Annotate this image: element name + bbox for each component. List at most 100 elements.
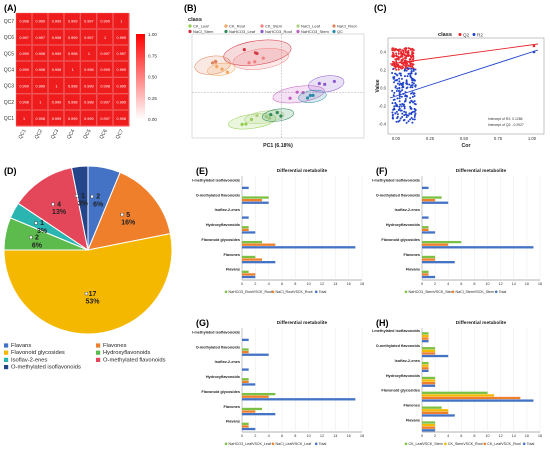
- perm-xlabel: Cor: [462, 143, 471, 149]
- bar: [242, 270, 249, 273]
- bar-chart-f: Differential metabolite 0 2 4 6 8 10 12 14 16 18 O-…: [372, 168, 542, 294]
- bar: [422, 376, 436, 380]
- heatmap-cell-value: 0.998: [100, 84, 110, 88]
- perm-ylabel: Value: [375, 79, 381, 92]
- heatmap-row-label: QC4: [4, 68, 15, 74]
- heatmap-cell: [48, 12, 65, 29]
- perm-point-q2: [400, 109, 403, 112]
- perm-point-r2: [397, 68, 400, 71]
- perm-point-r2: [402, 62, 405, 65]
- perm-point-q2: [410, 70, 413, 73]
- heatmap-cell: [64, 29, 81, 45]
- heatmap-cell-value: 0.999: [117, 101, 127, 105]
- perm-xtick-label: 0.25: [426, 136, 435, 141]
- pie-legend-label: Flavans: [11, 343, 31, 349]
- heatmap-cell: [64, 77, 81, 94]
- bar-xtick-label: 2: [254, 282, 256, 286]
- bar-xtick-label: 18: [538, 282, 542, 286]
- pie-legend-swatch: [4, 343, 9, 348]
- bar-legend-label: NaHCO3_LeafVSCK_Leaf: [229, 442, 271, 446]
- heatmap-cell: [48, 109, 65, 126]
- perm-point-r2: [392, 47, 395, 50]
- bar-legend-label: CK_StemVSCK_Root: [448, 442, 483, 446]
- heatmap-cell: [112, 109, 129, 126]
- heatmap-cell-value: 0.999: [19, 84, 29, 88]
- colorbar-tick-label: 0.25: [148, 96, 157, 101]
- perm-point-q2: [391, 114, 394, 117]
- bar-legend-marker: [314, 290, 318, 294]
- bar-legend-marker: [451, 290, 455, 294]
- bar: [422, 198, 436, 202]
- pie-legend-label: O-methylated flavonoids: [103, 357, 166, 363]
- perm-point-r2: [391, 54, 394, 57]
- heatmap-cell: [80, 93, 97, 110]
- bar-legend-label: NaHCO3_RootVSCK_Root: [229, 290, 273, 294]
- bar-xtick-label: 8: [473, 434, 475, 438]
- heatmap-cell: [80, 29, 97, 45]
- heatmap-cell-value: 0.999: [84, 84, 94, 88]
- perm-point-r2: [397, 63, 400, 66]
- bar: [422, 196, 442, 199]
- heatmap-cell-value: 0.997: [84, 20, 94, 24]
- bar-xtick-label: 14: [333, 282, 337, 286]
- bar-xtick-label: 4: [447, 282, 449, 286]
- perm-point-q2: [412, 68, 415, 71]
- perm-point-q2: [399, 74, 402, 77]
- pie-slice-pct: 6%: [32, 242, 43, 249]
- perm-point-r2: [405, 47, 408, 50]
- pca-legend-label: NaCl_Leaf: [301, 24, 321, 29]
- perm-point-r2: [404, 48, 407, 51]
- heatmap-cell-value: 0.999: [52, 117, 62, 121]
- pca-point: [305, 96, 310, 100]
- bar-xtick-label: 6: [281, 434, 283, 438]
- bar: [422, 243, 449, 246]
- bar-xtick-label: 0: [421, 434, 423, 438]
- perm-point-q2: [412, 82, 415, 85]
- perm-point-q2: [398, 86, 401, 89]
- bar-category-label: Flavonoid glycosides: [381, 238, 420, 242]
- perm-point-r2: [404, 51, 407, 54]
- pie-legend-label: Isoflav-2-enes: [11, 357, 48, 363]
- perm-point-q2: [403, 107, 406, 110]
- heatmap-cell: [48, 61, 65, 78]
- perm-point-q2: [410, 113, 413, 116]
- perm-point-r2: [410, 56, 413, 59]
- pie-slice-marker: [75, 194, 79, 198]
- perm-point-q2: [391, 102, 394, 105]
- pca-legend-label: CK_Root: [229, 24, 246, 29]
- perm-point-q2: [400, 95, 403, 98]
- bar-xtick-label: 16: [525, 434, 529, 438]
- bar: [242, 240, 262, 244]
- heatmap-cell: [96, 45, 113, 62]
- heatmap-cell-value: 0.998: [52, 36, 62, 40]
- perm-point-q2: [398, 77, 401, 80]
- pie-slice-count: 1: [81, 193, 85, 200]
- perm-point-q2: [410, 84, 413, 87]
- pie-slice-count: 2: [35, 235, 39, 242]
- bar: [242, 407, 262, 411]
- pca-point: [220, 67, 224, 71]
- heatmap-row-label: QC1: [4, 116, 15, 122]
- perm-point-q2: [403, 110, 406, 113]
- pie-slice-pct: 13%: [52, 209, 67, 216]
- bar-legend-label: NaHCO3_StemVSCK_Stem: [409, 290, 454, 294]
- heatmap-cell: [48, 93, 65, 110]
- pca-point: [311, 93, 315, 97]
- bar-chart-g: Differential metabolite 0 2 4 6 8 10 12 14 16 18 O-…: [192, 320, 364, 446]
- bar: [422, 337, 429, 340]
- perm-point-q2: [397, 120, 400, 123]
- pca-point: [244, 122, 248, 126]
- bar-xtick-label: 16: [525, 282, 529, 286]
- heatmap-cell-value: 0.999: [52, 101, 62, 105]
- bar-xtick-label: 16: [347, 282, 351, 286]
- bar-legend-label: CK_LeafVSCK_Stem: [409, 442, 443, 446]
- bar-category-label: O-methylated isoflavonoids: [372, 179, 420, 183]
- heatmap-col-label: QC2: [34, 128, 44, 140]
- pca-point: [215, 65, 219, 69]
- bar-chart-title: Differential metabolite: [456, 320, 507, 326]
- bar: [242, 196, 269, 199]
- heatmap-cell-value: 1: [72, 68, 74, 72]
- perm-point-r2: [394, 47, 397, 50]
- bar: [242, 348, 249, 351]
